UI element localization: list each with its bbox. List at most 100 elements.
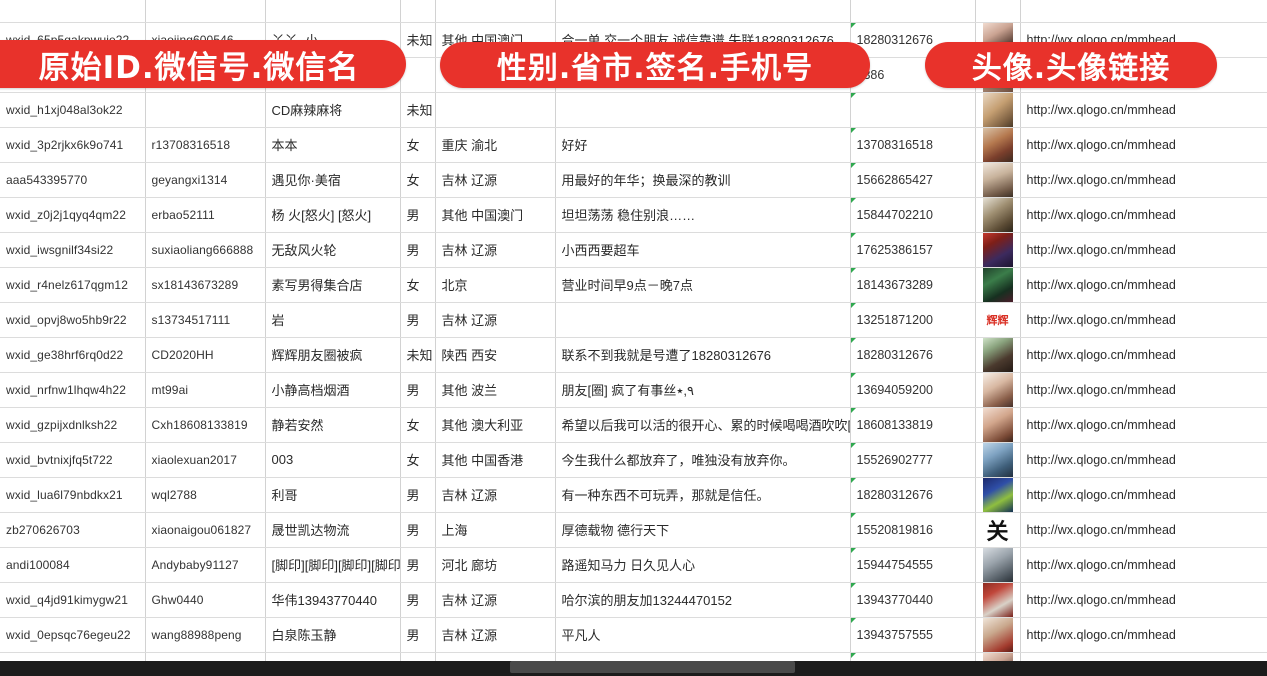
cell-avatar[interactable]	[975, 197, 1021, 233]
cell-region[interactable]: 重庆 渝北	[435, 127, 556, 163]
cell-avatar-link[interactable]: http://wx.qlogo.cn/mmhead	[1020, 92, 1267, 128]
cell-signature[interactable]: 今生我什么都放弃了，唯独没有放弃你。	[555, 442, 851, 478]
horizontal-scrollbar-thumb[interactable]	[510, 661, 795, 673]
cell-nickname[interactable]: 辉辉朋友圈被疯	[265, 337, 401, 373]
cell-region[interactable]	[435, 0, 556, 23]
cell-wxid[interactable]: s13734517111	[145, 302, 266, 338]
cell-avatar[interactable]	[975, 407, 1021, 443]
cell-nickname[interactable]: 静若安然	[265, 407, 401, 443]
cell-original-id[interactable]: wxid_opvj8wo5hb9r22	[0, 302, 146, 338]
cell-signature[interactable]	[555, 92, 851, 128]
cell-region[interactable]: 吉林 辽源	[435, 302, 556, 338]
cell-nickname[interactable]: 素写男得集合店	[265, 267, 401, 303]
cell-avatar-link[interactable]: http://wx.qlogo.cn/mmhead	[1020, 512, 1267, 548]
cell-avatar-link[interactable]: http://wx.qlogo.cn/mmhead	[1020, 127, 1267, 163]
cell-wxid[interactable]	[145, 0, 266, 23]
cell-nickname[interactable]: 晟世凯达物流	[265, 512, 401, 548]
cell-wxid[interactable]: CD2020HH	[145, 337, 266, 373]
cell-avatar[interactable]	[975, 512, 1021, 548]
cell-original-id[interactable]: wxid_q4jd91kimygw21	[0, 582, 146, 618]
cell-original-id[interactable]: wxid_nrfnw1lhqw4h22	[0, 372, 146, 408]
cell-wxid[interactable]	[145, 92, 266, 128]
cell-nickname[interactable]: 利哥	[265, 477, 401, 513]
cell-avatar-link[interactable]: http://wx.qlogo.cn/mmhead	[1020, 617, 1267, 653]
cell-region[interactable]: 陕西 西安	[435, 337, 556, 373]
cell-gender[interactable]: 未知	[400, 337, 436, 373]
cell-avatar-link[interactable]: http://wx.qlogo.cn/mmhead	[1020, 162, 1267, 198]
cell-gender[interactable]: 男	[400, 372, 436, 408]
cell-region[interactable]: 吉林 辽源	[435, 232, 556, 268]
cell-wxid[interactable]: Cxh18608133819	[145, 407, 266, 443]
cell-nickname[interactable]: 本本	[265, 127, 401, 163]
cell-nickname[interactable]: 白泉陈玉静	[265, 617, 401, 653]
cell-original-id[interactable]: wxid_ge38hrf6rq0d22	[0, 337, 146, 373]
cell-gender[interactable]: 女	[400, 442, 436, 478]
cell-phone[interactable]: 15944754555	[850, 547, 976, 583]
cell-signature[interactable]: 平凡人	[555, 617, 851, 653]
cell-avatar[interactable]	[975, 582, 1021, 618]
cell-phone[interactable]: 13694059200	[850, 372, 976, 408]
cell-original-id[interactable]: wxid_r4nelz617qgm12	[0, 267, 146, 303]
table-row[interactable]: wxid_r4nelz617qgm12 sx18143673289 素写男得集合店女…	[0, 267, 1267, 303]
table-row[interactable]: zb270626703 xiaonaigou061827 晟世凯达物流男上海 厚德载物…	[0, 512, 1267, 548]
cell-avatar[interactable]	[975, 0, 1021, 23]
cell-signature[interactable]: 哈尔滨的朋友加13244470152	[555, 582, 851, 618]
cell-phone[interactable]: 18280312676	[850, 477, 976, 513]
table-row[interactable]: wxid_3p2rjkx6k9o741 r13708316518 本本女重庆 渝北好…	[0, 127, 1267, 163]
cell-phone[interactable]: 17625386157	[850, 232, 976, 268]
cell-gender[interactable]: 男	[400, 197, 436, 233]
cell-wxid[interactable]: wql2788	[145, 477, 266, 513]
table-row[interactable]: wxid_0epsqc76egeu22 wang88988peng 白泉陈玉静男吉林…	[0, 617, 1267, 653]
horizontal-scrollbar-track[interactable]	[0, 661, 1267, 676]
cell-avatar-link[interactable]	[1020, 0, 1267, 23]
cell-wxid[interactable]: suxiaoliang666888	[145, 232, 266, 268]
cell-wxid[interactable]: xiaolexuan2017	[145, 442, 266, 478]
cell-gender[interactable]: 未知	[400, 22, 436, 58]
cell-nickname[interactable]: 无敌风火轮	[265, 232, 401, 268]
cell-gender[interactable]: 男	[400, 302, 436, 338]
cell-region[interactable]: 其他 澳大利亚	[435, 407, 556, 443]
cell-original-id[interactable]: wxid_iwsgnilf34si22	[0, 232, 146, 268]
cell-phone[interactable]: 15526902777	[850, 442, 976, 478]
table-row[interactable]: wxid_ge38hrf6rq0d22 CD2020HH 辉辉朋友圈被疯 未知 陕西 西…	[0, 337, 1267, 373]
table-row[interactable]: wxid_nrfnw1lhqw4h22 mt99ai 小静高档烟酒男其他 波兰 朋友[…	[0, 372, 1267, 408]
cell-avatar[interactable]	[975, 442, 1021, 478]
cell-avatar[interactable]	[975, 372, 1021, 408]
cell-wxid[interactable]: sx18143673289	[145, 267, 266, 303]
cell-signature[interactable]: 朋友[圈] 疯了有事丝٩,٭	[555, 372, 851, 408]
cell-signature[interactable]: 路遥知马力 日久见人心	[555, 547, 851, 583]
cell-region[interactable]: 其他 中国澳门	[435, 197, 556, 233]
cell-region[interactable]: 其他 中国香港	[435, 442, 556, 478]
cell-original-id[interactable]: wxid_0epsqc76egeu22	[0, 617, 146, 653]
cell-original-id[interactable]: wxid_z0j2j1qyq4qm22	[0, 197, 146, 233]
cell-gender[interactable]: 女	[400, 127, 436, 163]
cell-signature[interactable]: 联系不到我就是号遭了18280312676	[555, 337, 851, 373]
cell-avatar[interactable]	[975, 92, 1021, 128]
cell-region[interactable]	[435, 92, 556, 128]
cell-avatar-link[interactable]: http://wx.qlogo.cn/mmhead	[1020, 477, 1267, 513]
cell-original-id[interactable]: wxid_gzpijxdnlksh22	[0, 407, 146, 443]
cell-avatar[interactable]	[975, 477, 1021, 513]
table-row[interactable]: aaa543395770 geyangxi1314 遇见你·美宿女吉林 辽源 用最好的…	[0, 162, 1267, 198]
cell-region[interactable]: 其他 波兰	[435, 372, 556, 408]
cell-phone[interactable]: 15520819816	[850, 512, 976, 548]
cell-original-id[interactable]: zb270626703	[0, 512, 146, 548]
cell-original-id[interactable]: wxid_h1xj048al3ok22	[0, 92, 146, 128]
cell-avatar[interactable]	[975, 162, 1021, 198]
cell-avatar[interactable]	[975, 337, 1021, 373]
cell-avatar-link[interactable]: http://wx.qlogo.cn/mmhead	[1020, 232, 1267, 268]
cell-avatar-link[interactable]: http://wx.qlogo.cn/mmhead	[1020, 197, 1267, 233]
cell-signature[interactable]: 希望以后我可以活的很开心、累的时候喝喝酒吹吹[	[555, 407, 851, 443]
cell-signature[interactable]: 小西西要超车	[555, 232, 851, 268]
cell-region[interactable]: 北京	[435, 267, 556, 303]
cell-phone[interactable]	[850, 92, 976, 128]
cell-nickname[interactable]	[265, 0, 401, 23]
cell-avatar[interactable]	[975, 232, 1021, 268]
cell-gender[interactable]	[400, 0, 436, 23]
cell-avatar-link[interactable]: http://wx.qlogo.cn/mmhead	[1020, 372, 1267, 408]
cell-signature[interactable]: 营业时间早9点－晚7点	[555, 267, 851, 303]
cell-gender[interactable]: 男	[400, 547, 436, 583]
cell-gender[interactable]: 男	[400, 232, 436, 268]
